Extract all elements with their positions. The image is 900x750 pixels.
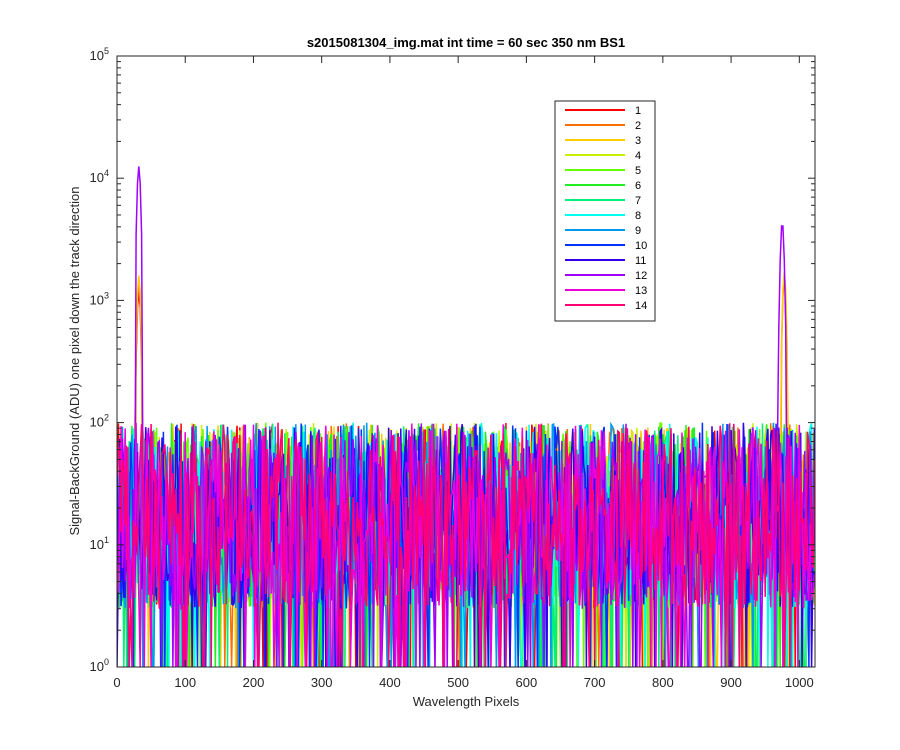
legend-label-6: 6 bbox=[635, 180, 641, 192]
x-tick-label: 0 bbox=[113, 675, 120, 690]
series-line-14 bbox=[117, 422, 815, 667]
x-axis-label: Wavelength Pixels bbox=[413, 694, 520, 709]
x-tick-label: 800 bbox=[652, 675, 674, 690]
x-tick-label: 400 bbox=[379, 675, 401, 690]
y-tick-label: 101 bbox=[90, 535, 109, 552]
series-line-12 bbox=[117, 166, 815, 667]
y-tick-label: 100 bbox=[90, 657, 109, 674]
legend-label-7: 7 bbox=[635, 195, 641, 207]
legend-label-1: 1 bbox=[635, 105, 641, 117]
x-tick-label: 700 bbox=[584, 675, 606, 690]
legend-label-13: 13 bbox=[635, 285, 647, 297]
x-tick-label: 200 bbox=[243, 675, 265, 690]
x-tick-label: 600 bbox=[516, 675, 538, 690]
legend-label-9: 9 bbox=[635, 225, 641, 237]
y-axis-label: Signal-BackGround (ADU) one pixel down t… bbox=[67, 186, 82, 535]
x-tick-label: 1000 bbox=[785, 675, 814, 690]
legend-label-14: 14 bbox=[635, 300, 647, 312]
y-tick-label: 105 bbox=[90, 46, 109, 63]
x-tick-label: 900 bbox=[720, 675, 742, 690]
series-layer bbox=[117, 166, 815, 667]
x-tick-label: 100 bbox=[174, 675, 196, 690]
legend-label-11: 11 bbox=[635, 255, 646, 267]
legend-label-2: 2 bbox=[635, 120, 641, 132]
y-tick-label: 103 bbox=[90, 290, 109, 307]
x-tick-label: 300 bbox=[311, 675, 333, 690]
legend-label-12: 12 bbox=[635, 270, 647, 282]
ticks-layer: 0 100 200 300 400 500 600 700 800 900 100010010110… bbox=[90, 46, 815, 690]
y-tick-label: 102 bbox=[90, 413, 109, 430]
legend-label-4: 4 bbox=[635, 150, 641, 162]
plot-frame bbox=[116, 55, 816, 668]
legend-label-8: 8 bbox=[635, 210, 641, 222]
x-tick-label: 500 bbox=[447, 675, 469, 690]
legend-label-3: 3 bbox=[635, 135, 641, 147]
legend-box bbox=[554, 100, 656, 322]
legend-label-5: 5 bbox=[635, 165, 641, 177]
y-tick-label: 104 bbox=[90, 168, 109, 185]
chart-title: s2015081304_img.mat int time = 60 sec 35… bbox=[307, 35, 625, 50]
legend-label-10: 10 bbox=[635, 240, 647, 252]
